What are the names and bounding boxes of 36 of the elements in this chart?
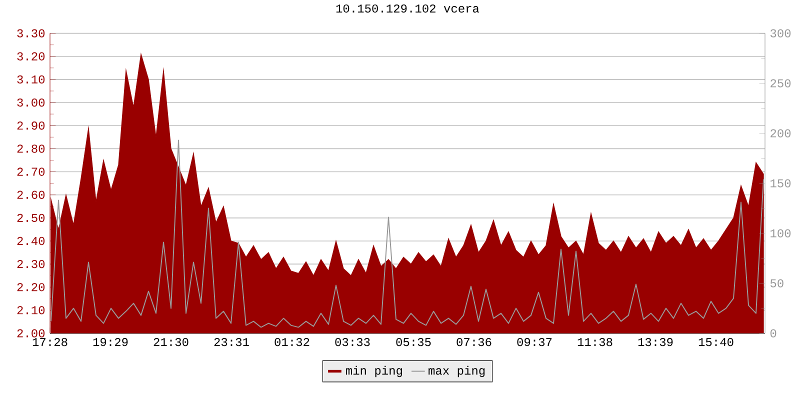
y-tick-label: 2.70 — [17, 168, 45, 176]
y-tick-label: 3.20 — [17, 52, 45, 60]
y-tick-label: 2.20 — [17, 282, 45, 292]
x-tick-label: 15:40 — [698, 338, 734, 346]
y2-tick-label: 200 — [770, 129, 791, 138]
y-tick-label: 2.50 — [17, 214, 45, 222]
x-tick-label: 13:39 — [638, 338, 673, 346]
y2-tick-label: 100 — [770, 229, 791, 238]
y2-tick-label: 50 — [770, 279, 784, 288]
y2-tick-label: 150 — [770, 179, 791, 188]
y2-tick-label: 0 — [770, 329, 776, 338]
y-tick-label: 2.90 — [17, 121, 45, 130]
y-tick-label: 2.00 — [17, 329, 45, 338]
y-tick-label: 3.00 — [17, 98, 45, 106]
x-tick-label: 05:35 — [396, 338, 431, 346]
y-tick-label: 2.40 — [17, 236, 45, 245]
legend-label: max ping — [428, 366, 485, 377]
y-tick-label: 2.30 — [17, 260, 45, 268]
y2-tick-label: 300 — [770, 29, 791, 38]
x-tick-label: 07:36 — [456, 338, 492, 346]
x-tick-label: 09:37 — [517, 338, 552, 346]
y-tick-label: 3.30 — [17, 29, 45, 38]
x-tick-label: 03:33 — [335, 338, 370, 346]
x-tick-label: 17:28 — [32, 338, 68, 346]
y-tick-label: 2.10 — [17, 306, 45, 314]
y2-tick-label: 250 — [770, 79, 791, 88]
y-tick-label: 2.60 — [17, 190, 45, 199]
chart-title: 10.150.129.102 vcera — [336, 4, 480, 12]
x-tick-label: 19:29 — [93, 338, 128, 346]
legend-label: min ping — [346, 366, 402, 377]
x-tick-label: 21:30 — [154, 338, 188, 346]
y-tick-label: 2.80 — [17, 144, 45, 153]
x-tick-label: 23:31 — [214, 338, 249, 346]
x-tick-label: 01:32 — [274, 338, 310, 346]
x-tick-label: 11:38 — [578, 338, 612, 346]
y-tick-label: 3.10 — [17, 75, 45, 84]
